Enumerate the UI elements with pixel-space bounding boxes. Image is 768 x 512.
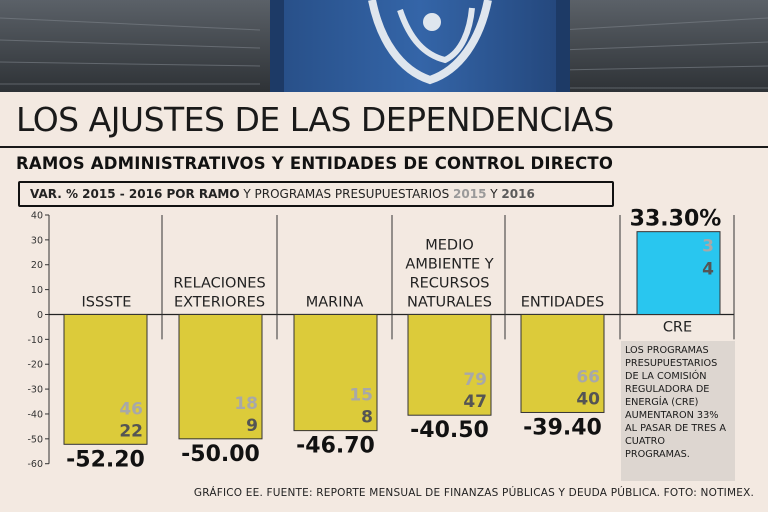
category-label: ENTIDADES [521,294,605,310]
programs-2016-label: 22 [119,421,143,441]
legend-box: VAR. % 2015 - 2016 POR RAMO Y PROGRAMAS … [18,181,614,207]
programs-2016-label: 4 [702,260,714,280]
bar [178,313,263,440]
category-label: NATURALES [407,294,492,310]
category-label: RELACIONES [173,275,265,291]
programs-2015-label: 18 [234,394,258,414]
legend-year-2016: 2016 [501,187,535,201]
building-photo-image [0,0,768,92]
y-tick-label: -30 [27,385,43,396]
cre-note: LOS PROGRAMAS PRESUPUESTARIOS DE LA COMI… [621,341,735,481]
category-label: MARINA [306,294,364,310]
value-label: 33.30% [630,207,722,232]
category-label: ISSSTE [82,294,132,310]
legend-joiner: Y [486,187,502,201]
legend-year-2015: 2015 [453,187,487,201]
programs-2016-label: 47 [463,392,487,412]
source-footer: GRÁFICO EE. FUENTE: REPORTE MENSUAL DE F… [193,487,754,499]
y-tick-label: -10 [27,335,43,346]
header-photo [0,0,768,92]
category-label: AMBIENTE Y [405,256,493,272]
title-divider [0,146,768,148]
y-tick-label: 30 [31,235,43,246]
legend-bold-label: VAR. % 2015 - 2016 POR RAMO [30,187,240,201]
category-label: CRE [663,319,692,335]
category-label: EXTERIORES [174,294,265,310]
value-label: -50.00 [181,442,260,467]
category-label: MEDIO [425,237,474,253]
y-tick-label: 20 [31,260,43,271]
bar [63,313,148,445]
bar [636,231,721,315]
y-tick-label: -20 [27,360,43,371]
programs-2015-label: 46 [119,399,143,419]
bar [407,313,492,416]
page-title: LOS AJUSTES DE LAS DEPENDENCIAS [16,100,614,139]
bar [520,313,605,413]
value-label: -46.70 [296,434,375,459]
category-label: RECURSOS [410,275,490,291]
y-tick-label: 0 [37,310,43,321]
programs-2016-label: 8 [361,408,373,428]
programs-2015-label: 79 [463,370,487,390]
value-label: -39.40 [523,415,602,440]
chart-subtitle: RAMOS ADMINISTRATIVOS Y ENTIDADES DE CON… [16,154,614,173]
y-tick-label: 40 [31,211,43,222]
value-label: -52.20 [66,447,145,472]
y-tick-label: -60 [27,459,43,470]
programs-2015-label: 15 [349,386,373,406]
programs-2016-label: 40 [576,389,600,409]
y-tick-label: -40 [27,409,43,420]
y-tick-label: -50 [27,434,43,445]
programs-2015-label: 3 [702,237,714,257]
bar [293,313,378,432]
legend-plain-label: Y PROGRAMAS PRESUPUESTARIOS [239,187,454,201]
programs-2016-label: 9 [246,416,258,436]
value-label: -40.50 [410,418,489,443]
programs-2015-label: 66 [576,367,600,387]
y-tick-label: 10 [31,285,43,296]
